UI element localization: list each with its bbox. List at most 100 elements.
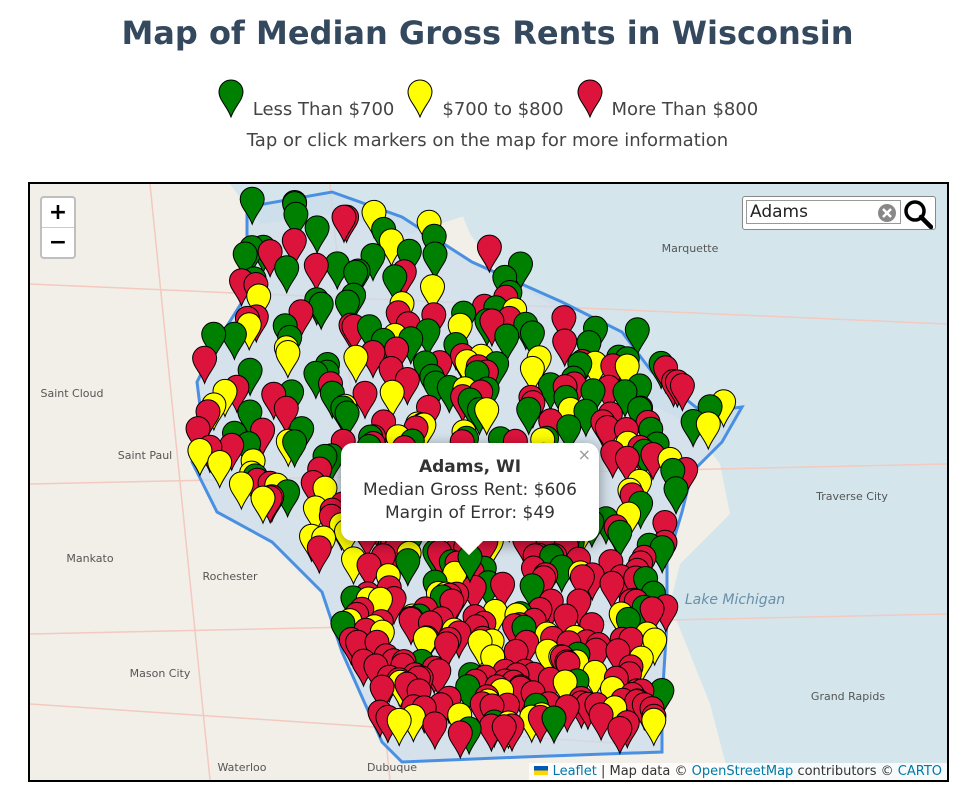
- marker-icon: [218, 79, 244, 118]
- marker[interactable]: [207, 450, 233, 489]
- marker[interactable]: [639, 596, 665, 636]
- marker[interactable]: [569, 564, 595, 604]
- marker[interactable]: [695, 411, 721, 451]
- marker[interactable]: [334, 289, 361, 329]
- marker[interactable]: [494, 323, 520, 363]
- legend-label: $700 to $800: [442, 99, 564, 120]
- marker[interactable]: [250, 485, 276, 525]
- marker[interactable]: [334, 400, 360, 440]
- place-label: Lake Michigan: [685, 592, 785, 608]
- link[interactable]: Leaflet: [552, 764, 597, 779]
- legend-item: Less Than $700: [217, 78, 395, 120]
- link[interactable]: CARTO: [897, 764, 942, 779]
- marker[interactable]: [474, 397, 500, 437]
- marker[interactable]: [304, 215, 330, 255]
- place-label: Grand Rapids: [811, 690, 885, 703]
- legend-marker: [577, 79, 603, 118]
- marker[interactable]: [343, 344, 369, 384]
- road: [149, 184, 211, 780]
- clear-button[interactable]: [878, 204, 896, 222]
- marker[interactable]: [228, 471, 254, 511]
- search-button[interactable]: [903, 199, 933, 229]
- marker[interactable]: [491, 714, 517, 754]
- popup-close[interactable]: ×: [577, 445, 591, 464]
- marker[interactable]: [516, 396, 542, 436]
- place-label: Marquette: [662, 242, 719, 255]
- marker[interactable]: [273, 395, 299, 435]
- marker[interactable]: [343, 259, 369, 299]
- place-label: Saint Paul: [118, 449, 172, 462]
- search-control: Adams: [742, 196, 936, 230]
- search-input[interactable]: Adams: [746, 200, 901, 224]
- marker[interactable]: [239, 186, 265, 226]
- zoom-in[interactable]: +: [48, 200, 68, 225]
- legend: Less Than $700 $700 to $800 More Than $800: [0, 78, 975, 120]
- marker[interactable]: [663, 476, 689, 516]
- link[interactable]: OpenStreetMap: [691, 764, 794, 779]
- marker[interactable]: [422, 711, 448, 751]
- place-label: Rochester: [203, 570, 258, 583]
- marker[interactable]: [490, 571, 516, 611]
- marker[interactable]: [599, 570, 625, 610]
- marker[interactable]: [369, 674, 395, 714]
- marker[interactable]: [422, 241, 448, 281]
- marker[interactable]: [303, 252, 329, 292]
- marker[interactable]: [607, 716, 633, 755]
- marker[interactable]: [552, 328, 578, 368]
- marker[interactable]: [386, 707, 412, 747]
- legend-item: More Than $800: [576, 78, 759, 120]
- place-label: Saint Cloud: [41, 387, 104, 400]
- marker[interactable]: [641, 707, 667, 747]
- marker[interactable]: [192, 345, 218, 385]
- marker[interactable]: [519, 320, 545, 360]
- marker[interactable]: [281, 228, 307, 267]
- marker[interactable]: [201, 321, 227, 361]
- marker[interactable]: [221, 321, 247, 361]
- marker[interactable]: [614, 445, 640, 485]
- legend-marker: [407, 79, 433, 118]
- marker[interactable]: [331, 204, 357, 244]
- marker[interactable]: [282, 429, 308, 469]
- zoom-control: + −: [40, 196, 76, 259]
- marker[interactable]: [669, 373, 695, 412]
- marker[interactable]: [396, 238, 422, 278]
- legend-marker: [218, 79, 244, 118]
- marker[interactable]: [447, 720, 473, 760]
- marker[interactable]: [652, 510, 678, 549]
- marker[interactable]: [379, 379, 405, 419]
- marker[interactable]: [556, 414, 582, 454]
- marker[interactable]: [283, 201, 309, 241]
- marker[interactable]: [553, 603, 579, 643]
- place-label: Waterloo: [217, 761, 266, 774]
- marker[interactable]: [306, 535, 332, 575]
- marker-icon: [407, 79, 433, 118]
- marker[interactable]: [232, 241, 258, 281]
- place-label: Dubuque: [367, 761, 417, 774]
- attribution-text: | Map data ©: [600, 764, 688, 779]
- marker[interactable]: [274, 255, 300, 295]
- marker[interactable]: [476, 234, 502, 274]
- marker[interactable]: [419, 274, 446, 314]
- place-label: Traverse City: [815, 490, 888, 503]
- page-title: Map of Median Gross Rents in Wisconsin: [121, 14, 854, 52]
- legend-item: $700 to $800: [406, 78, 564, 120]
- popup-title: Adams, WI: [418, 457, 522, 477]
- instructions: Tap or click markers on the map for more…: [246, 130, 729, 151]
- marker[interactable]: [624, 317, 650, 357]
- popup-line: Margin of Error: $49: [385, 503, 555, 523]
- marker[interactable]: [607, 519, 633, 559]
- marker[interactable]: [382, 264, 408, 304]
- marker[interactable]: [541, 705, 567, 745]
- marker[interactable]: [275, 340, 301, 379]
- legend-label: More Than $800: [611, 99, 759, 120]
- zoom-out[interactable]: −: [42, 227, 74, 257]
- marker[interactable]: [551, 305, 577, 345]
- map[interactable]: Marquette Saint Cloud Saint Paul Traverse C…: [28, 182, 949, 782]
- attribution-text: contributors ©: [797, 764, 894, 779]
- place-label: Mason City: [130, 667, 191, 680]
- marker[interactable]: [434, 631, 460, 671]
- place-label: Mankato: [66, 552, 113, 565]
- legend-label: Less Than $700: [252, 99, 395, 120]
- marker[interactable]: [246, 283, 272, 323]
